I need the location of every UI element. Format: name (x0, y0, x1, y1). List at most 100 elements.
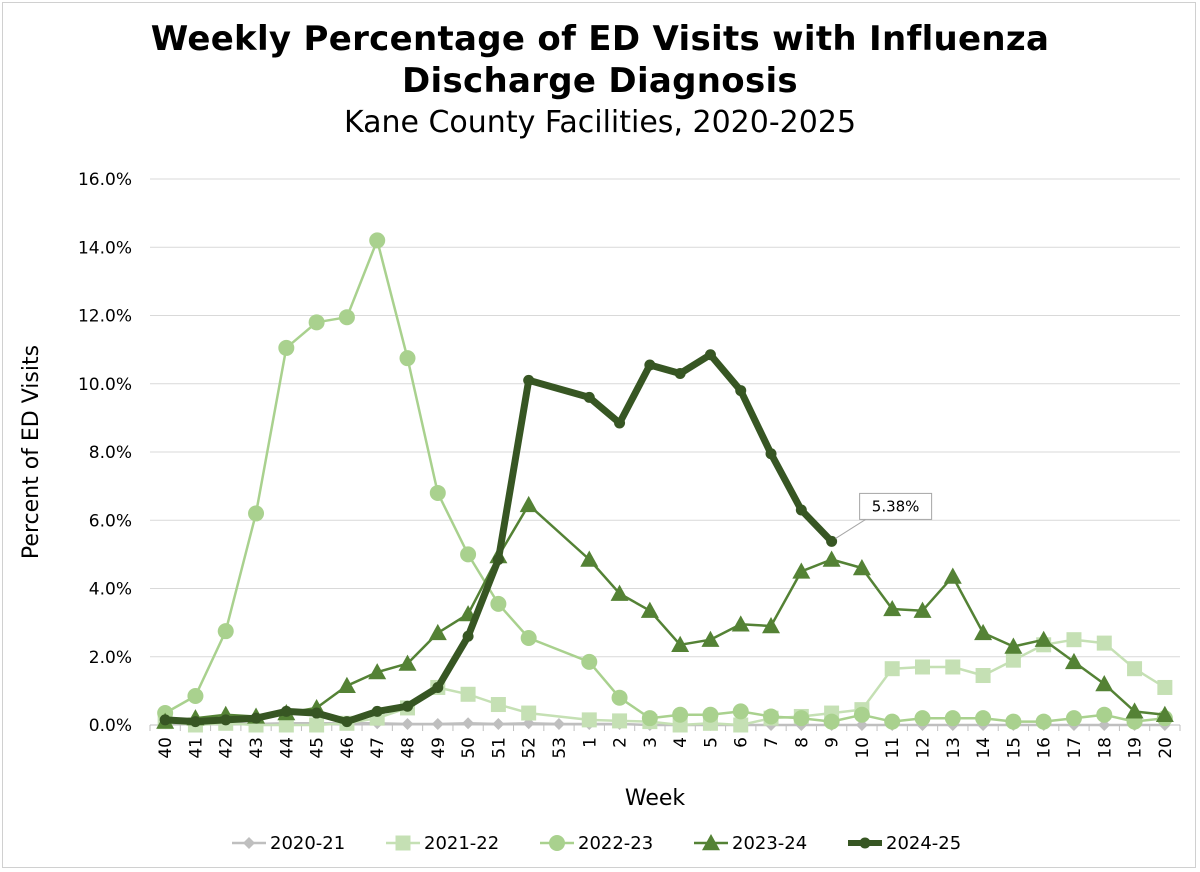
data-point (248, 505, 265, 522)
data-point (490, 595, 507, 612)
data-point (1125, 702, 1144, 719)
data-point (732, 703, 749, 720)
x-tick-label: 46 (338, 737, 358, 759)
data-point (1005, 652, 1021, 668)
x-tick-label: 48 (399, 737, 419, 759)
x-tick-label: 53 (550, 737, 570, 759)
data-point (217, 623, 234, 640)
data-point (974, 623, 993, 641)
data-point (1155, 705, 1174, 722)
legend-swatch-marker (702, 834, 720, 851)
series-2022-23 (157, 232, 1173, 730)
series-2023-24 (156, 495, 1174, 729)
x-tick-label: 7 (762, 737, 782, 748)
data-point (975, 668, 991, 684)
data-point (610, 584, 629, 601)
data-point (614, 417, 626, 429)
x-tick-label: 49 (429, 737, 449, 759)
x-tick-label: 19 (1126, 737, 1146, 759)
y-tick-label: 2.0% (89, 648, 132, 668)
data-point (671, 635, 690, 653)
data-point (401, 717, 414, 730)
x-tick-label: 42 (217, 737, 237, 759)
data-point (280, 705, 292, 717)
x-tick-label: 14 (974, 737, 994, 759)
data-point (429, 484, 446, 501)
legend-label: 2022-23 (578, 833, 653, 854)
data-point (1065, 710, 1082, 727)
callout-label: 5.38% (872, 497, 920, 515)
x-tick-label: 6 (732, 737, 752, 748)
data-point (368, 663, 387, 680)
x-tick-label: 45 (308, 737, 328, 759)
data-point (704, 349, 716, 361)
data-point (884, 713, 901, 730)
data-point (432, 681, 444, 693)
data-point (462, 717, 475, 730)
data-point (1064, 652, 1083, 670)
data-point (580, 550, 599, 567)
data-point (308, 314, 325, 331)
data-point (944, 710, 961, 727)
data-point (428, 623, 447, 641)
x-tick-label: 1 (580, 737, 600, 748)
data-point (1005, 713, 1022, 730)
legend-swatch-marker (243, 837, 255, 849)
chart-title: Weekly Percentage of ED Visits with Infl… (0, 18, 1200, 102)
data-point (492, 553, 504, 565)
x-tick-label: 3 (641, 737, 661, 748)
data-point (341, 716, 353, 728)
data-point (462, 630, 474, 642)
y-tick-label: 10.0% (78, 375, 132, 395)
data-point (853, 706, 870, 723)
data-point (523, 374, 535, 386)
x-tick-label: 5 (701, 737, 721, 748)
data-point (763, 708, 780, 725)
data-point (552, 717, 565, 730)
data-point (581, 712, 597, 728)
data-point (945, 659, 961, 675)
data-point (733, 717, 749, 733)
data-point (1034, 630, 1053, 647)
data-point (460, 686, 476, 702)
x-tick-label: 50 (459, 737, 479, 759)
data-point (914, 710, 931, 727)
data-point (1127, 661, 1143, 677)
data-point (792, 562, 811, 579)
legend-label: 2020-21 (270, 833, 345, 854)
data-point (338, 309, 355, 326)
x-tick-label: 9 (823, 737, 843, 748)
legend-label: 2023-24 (732, 833, 807, 854)
legend-swatch-marker (549, 835, 565, 851)
data-point (311, 707, 323, 719)
data-point (822, 550, 841, 567)
data-point (337, 676, 356, 693)
series-line (161, 351, 836, 726)
legend-item: 2024-25 (848, 833, 961, 854)
y-axis-title: Percent of ED Visits (19, 345, 44, 559)
data-point (795, 504, 807, 516)
data-point (672, 706, 689, 723)
x-tick-label: 40 (156, 737, 176, 759)
callout-box (859, 492, 933, 520)
data-point (220, 714, 232, 726)
data-point (1004, 637, 1023, 654)
data-point (1096, 635, 1112, 651)
x-tick-label: 20 (1156, 737, 1176, 759)
data-point (702, 706, 719, 723)
data-point (278, 339, 295, 356)
y-tick-label: 4.0% (89, 580, 132, 600)
legend-swatch-marker (859, 837, 871, 849)
legend-item: 2021-22 (386, 833, 499, 854)
data-point (460, 546, 477, 563)
data-point (369, 232, 386, 249)
data-point (975, 710, 992, 727)
data-point (189, 716, 201, 728)
data-point (612, 713, 628, 729)
data-point (1096, 706, 1113, 723)
data-point (731, 615, 750, 632)
data-point (1035, 713, 1052, 730)
data-point (644, 359, 656, 371)
